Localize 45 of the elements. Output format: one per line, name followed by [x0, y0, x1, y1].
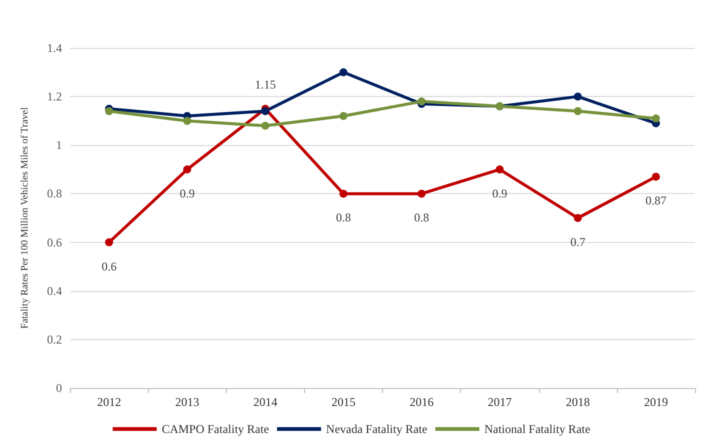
- legend-label: Nevada Fatality Rate: [326, 422, 428, 436]
- point: [574, 107, 582, 116]
- point: [339, 112, 348, 120]
- point: [105, 107, 114, 116]
- point: [339, 68, 348, 76]
- point: [183, 165, 192, 174]
- y-tick-label: 0: [56, 381, 62, 395]
- y-tick-label: 0.4: [47, 284, 62, 298]
- data-label: 0.8: [336, 210, 351, 225]
- x-tick-label: 2012: [97, 395, 122, 409]
- y-tick-label: 1.4: [47, 41, 62, 55]
- data-label: 1.15: [254, 78, 276, 92]
- data-label: 0.9: [492, 186, 508, 200]
- x-tick-label: 2019: [644, 395, 668, 409]
- point: [574, 92, 582, 101]
- point: [261, 107, 270, 116]
- x-tick-label: 2013: [175, 395, 200, 409]
- legend-label: National Fatality Rate: [484, 422, 590, 436]
- x-tick-label: 2017: [488, 395, 512, 409]
- x-tick-label: 2018: [566, 395, 590, 409]
- data-label: 0.7: [570, 235, 586, 249]
- y-tick-label: 1.2: [47, 90, 62, 104]
- point: [496, 165, 504, 174]
- point: [652, 172, 660, 181]
- x-tick-label: 2016: [410, 395, 434, 409]
- point: [418, 190, 426, 198]
- point: [261, 122, 270, 130]
- y-tick-label: 0.6: [47, 235, 62, 250]
- y-tick-label: 1: [56, 138, 62, 152]
- point: [418, 97, 426, 106]
- y-tick-label: 0.8: [47, 186, 62, 201]
- point: [183, 116, 192, 125]
- y-tick-label: 0.2: [47, 332, 62, 346]
- data-label: 0.8: [414, 210, 430, 225]
- y-axis-title: Fatality Rates Per 100 Million Vehicles Miles of Travel: [20, 107, 30, 329]
- x-tick-label: 2014: [253, 395, 278, 409]
- point: [574, 214, 582, 222]
- legend-label: CAMPO Fatality Rate: [162, 422, 270, 436]
- data-label: 0.6: [102, 259, 117, 274]
- data-label: 0.9: [180, 186, 195, 200]
- point: [339, 190, 348, 198]
- x-tick-label: 2015: [331, 395, 356, 409]
- point: [652, 114, 660, 122]
- data-label: 0.87: [645, 194, 666, 208]
- point: [105, 238, 114, 246]
